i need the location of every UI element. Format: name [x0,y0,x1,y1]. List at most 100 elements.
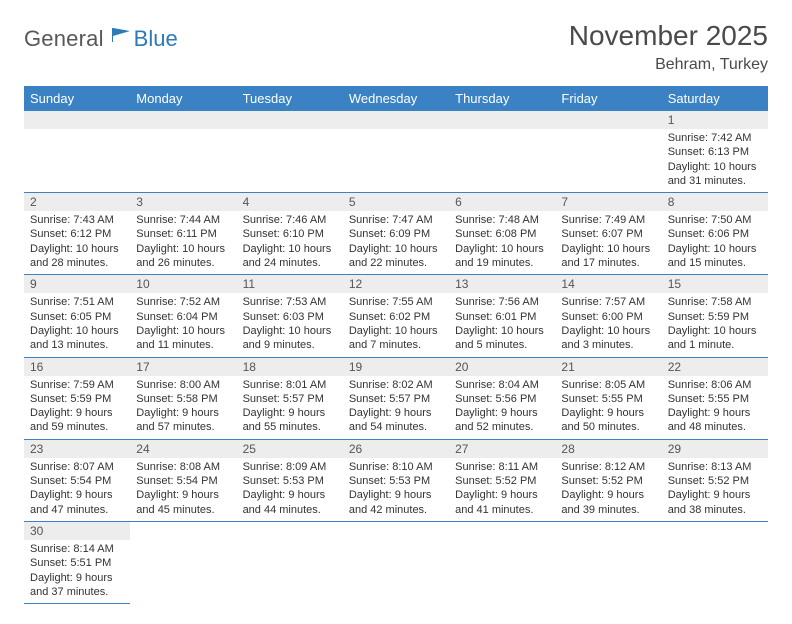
sunset: Sunset: 5:52 PM [455,474,549,488]
weekday-header-row: Sunday Monday Tuesday Wednesday Thursday… [24,86,768,111]
sunrise: Sunrise: 8:08 AM [136,460,230,474]
day-number: 11 [237,275,343,293]
day-data: Sunrise: 7:55 AMSunset: 6:02 PMDaylight:… [343,293,449,356]
daylight: Daylight: 9 hours and 39 minutes. [561,488,655,517]
day-data: Sunrise: 7:42 AMSunset: 6:13 PMDaylight:… [662,129,768,192]
sunset: Sunset: 6:11 PM [136,227,230,241]
logo-text-general: General [24,26,104,52]
sunset: Sunset: 6:13 PM [668,145,762,159]
day-number: 30 [24,522,130,540]
day-number: 9 [24,275,130,293]
calendar-cell [662,521,768,603]
sunrise: Sunrise: 8:10 AM [349,460,443,474]
day-data: Sunrise: 8:05 AMSunset: 5:55 PMDaylight:… [555,376,661,439]
calendar-cell [555,521,661,603]
calendar-row: 30Sunrise: 8:14 AMSunset: 5:51 PMDayligh… [24,521,768,603]
calendar-cell [237,111,343,193]
day-number: 6 [449,193,555,211]
sunset: Sunset: 5:52 PM [561,474,655,488]
sunset: Sunset: 6:06 PM [668,227,762,241]
calendar-cell [130,521,236,603]
calendar-cell: 4Sunrise: 7:46 AMSunset: 6:10 PMDaylight… [237,193,343,275]
sunrise: Sunrise: 8:04 AM [455,378,549,392]
calendar-body: 1Sunrise: 7:42 AMSunset: 6:13 PMDaylight… [24,111,768,604]
calendar-table: Sunday Monday Tuesday Wednesday Thursday… [24,86,768,604]
daylight: Daylight: 10 hours and 19 minutes. [455,242,549,271]
sunrise: Sunrise: 7:44 AM [136,213,230,227]
day-data: Sunrise: 8:13 AMSunset: 5:52 PMDaylight:… [662,458,768,521]
daylight: Daylight: 9 hours and 52 minutes. [455,406,549,435]
sunset: Sunset: 6:00 PM [561,310,655,324]
sunset: Sunset: 5:59 PM [668,310,762,324]
weekday-header: Thursday [449,86,555,111]
sunset: Sunset: 6:09 PM [349,227,443,241]
day-data: Sunrise: 8:08 AMSunset: 5:54 PMDaylight:… [130,458,236,521]
sunrise: Sunrise: 8:01 AM [243,378,337,392]
sunrise: Sunrise: 7:51 AM [30,295,124,309]
sunset: Sunset: 6:12 PM [30,227,124,241]
daylight: Daylight: 9 hours and 38 minutes. [668,488,762,517]
sunrise: Sunrise: 8:02 AM [349,378,443,392]
daylight: Daylight: 10 hours and 13 minutes. [30,324,124,353]
calendar-cell: 13Sunrise: 7:56 AMSunset: 6:01 PMDayligh… [449,275,555,357]
sunset: Sunset: 6:08 PM [455,227,549,241]
sunset: Sunset: 5:54 PM [136,474,230,488]
day-number: 25 [237,440,343,458]
calendar-row: 16Sunrise: 7:59 AMSunset: 5:59 PMDayligh… [24,357,768,439]
day-number: 17 [130,358,236,376]
day-number: 27 [449,440,555,458]
daylight: Daylight: 10 hours and 7 minutes. [349,324,443,353]
sunrise: Sunrise: 7:59 AM [30,378,124,392]
page: General Blue November 2025 Behram, Turke… [0,0,792,624]
header: General Blue November 2025 Behram, Turke… [24,20,768,74]
sunset: Sunset: 5:52 PM [668,474,762,488]
daylight: Daylight: 10 hours and 22 minutes. [349,242,443,271]
sunrise: Sunrise: 7:53 AM [243,295,337,309]
sunrise: Sunrise: 8:07 AM [30,460,124,474]
calendar-cell: 6 Sunrise: 7:48 AMSunset: 6:08 PMDaylight… [449,193,555,275]
calendar-cell: 14Sunrise: 7:57 AMSunset: 6:00 PMDayligh… [555,275,661,357]
calendar-cell: 28 Sunrise: 8:12 AMSunset: 5:52 PMDayligh… [555,439,661,521]
calendar-row: 23Sunrise: 8:07 AMSunset: 5:54 PMDayligh… [24,439,768,521]
daylight: Daylight: 10 hours and 3 minutes. [561,324,655,353]
calendar-row: 9Sunrise: 7:51 AMSunset: 6:05 PMDaylight… [24,275,768,357]
day-data: Sunrise: 7:49 AMSunset: 6:07 PMDaylight:… [555,211,661,274]
calendar-cell: 17Sunrise: 8:00 AMSunset: 5:58 PMDayligh… [130,357,236,439]
calendar-cell [449,111,555,193]
sunrise: Sunrise: 8:00 AM [136,378,230,392]
daylight: Daylight: 10 hours and 15 minutes. [668,242,762,271]
day-number: 15 [662,275,768,293]
day-number: 7 [555,193,661,211]
calendar-cell: 10Sunrise: 7:52 AMSunset: 6:04 PMDayligh… [130,275,236,357]
calendar-cell: 11Sunrise: 7:53 AMSunset: 6:03 PMDayligh… [237,275,343,357]
calendar-cell [449,521,555,603]
sunrise: Sunrise: 8:12 AM [561,460,655,474]
day-number: 4 [237,193,343,211]
weekday-header: Friday [555,86,661,111]
day-data: Sunrise: 7:57 AMSunset: 6:00 PMDaylight:… [555,293,661,356]
day-number: 18 [237,358,343,376]
day-data: Sunrise: 8:06 AMSunset: 5:55 PMDaylight:… [662,376,768,439]
day-data: Sunrise: 7:47 AMSunset: 6:09 PMDaylight:… [343,211,449,274]
sunrise: Sunrise: 8:06 AM [668,378,762,392]
sunrise: Sunrise: 7:49 AM [561,213,655,227]
weekday-header: Tuesday [237,86,343,111]
weekday-header: Wednesday [343,86,449,111]
day-number: 28 [555,440,661,458]
weekday-header: Monday [130,86,236,111]
calendar-cell: 19Sunrise: 8:02 AMSunset: 5:57 PMDayligh… [343,357,449,439]
day-number: 22 [662,358,768,376]
sunrise: Sunrise: 7:48 AM [455,213,549,227]
sunset: Sunset: 6:04 PM [136,310,230,324]
day-number: 19 [343,358,449,376]
calendar-cell: 21Sunrise: 8:05 AMSunset: 5:55 PMDayligh… [555,357,661,439]
daylight: Daylight: 9 hours and 54 minutes. [349,406,443,435]
day-data: Sunrise: 8:11 AMSunset: 5:52 PMDaylight:… [449,458,555,521]
daylight: Daylight: 10 hours and 28 minutes. [30,242,124,271]
sunrise: Sunrise: 7:52 AM [136,295,230,309]
daylight: Daylight: 10 hours and 1 minute. [668,324,762,353]
daylight: Daylight: 9 hours and 45 minutes. [136,488,230,517]
sunset: Sunset: 6:01 PM [455,310,549,324]
location: Behram, Turkey [569,56,768,74]
calendar-cell: 22Sunrise: 8:06 AMSunset: 5:55 PMDayligh… [662,357,768,439]
